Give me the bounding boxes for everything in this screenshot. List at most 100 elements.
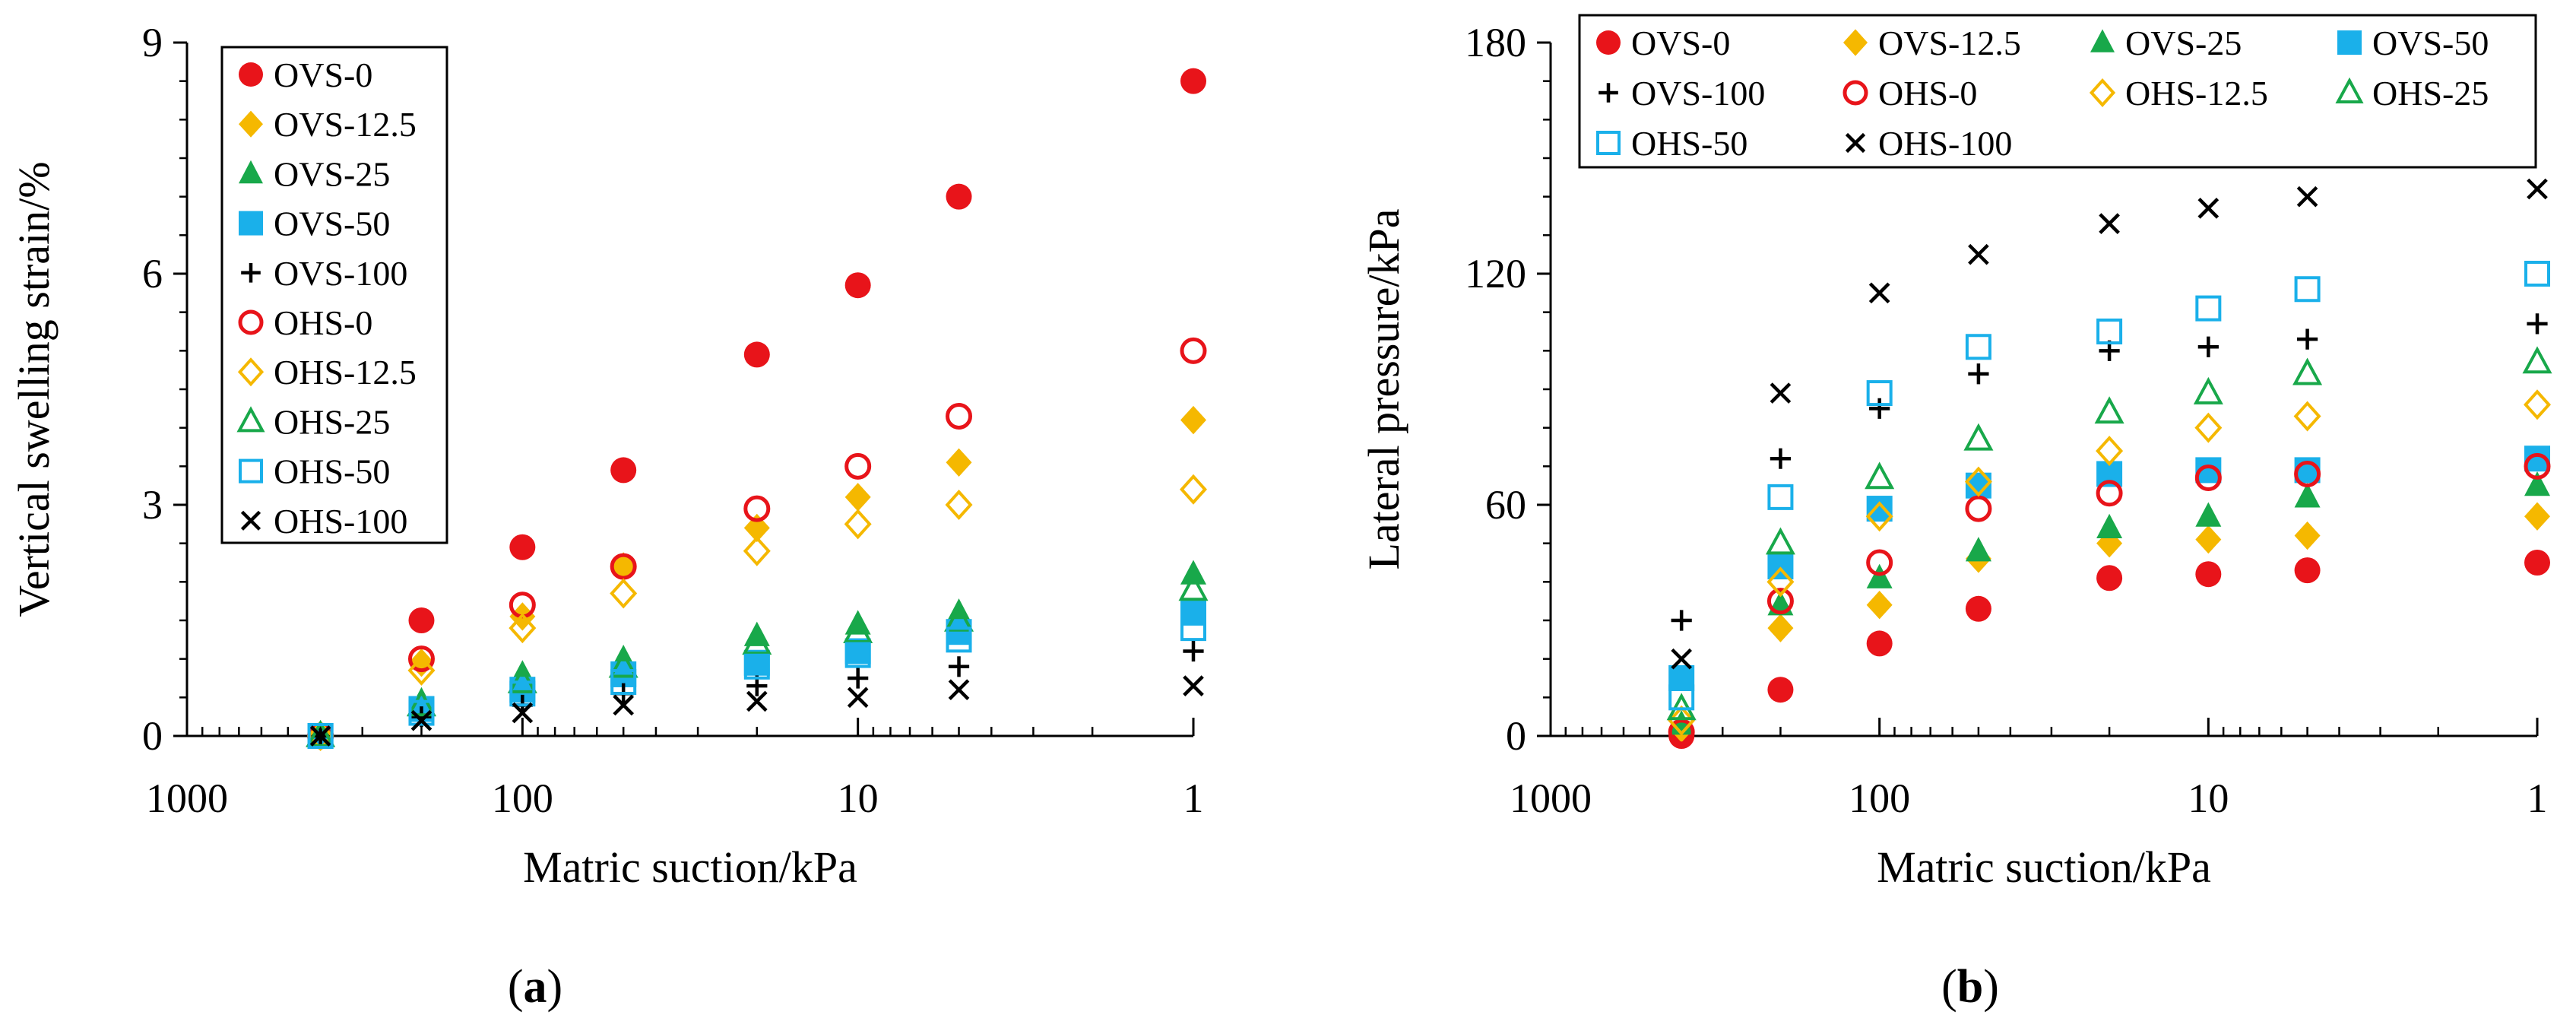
series-OVS-25: [1668, 471, 2550, 735]
data-point: [2096, 565, 2123, 591]
legend-marker: [2089, 78, 2116, 107]
data-point: [1866, 496, 1893, 522]
series-OHS-0: [1668, 452, 2551, 746]
legend-label: OVS-0: [274, 55, 372, 94]
y-tick-label: 0: [142, 713, 163, 759]
data-point: [1965, 334, 1991, 360]
x-tick-label: 10: [838, 775, 879, 821]
data-point: [2195, 561, 2222, 588]
data-point: [742, 627, 772, 655]
data-point: [1180, 337, 1207, 364]
series-OVS-100: [1671, 313, 2548, 631]
data-point: [1180, 615, 1206, 642]
legend-entry: OHS-100: [240, 502, 407, 541]
data-point: [1180, 68, 1206, 94]
data-point: [1965, 495, 1992, 522]
data-point: [2527, 313, 2548, 335]
legend-entry: OVS-100: [1599, 74, 1765, 113]
data-point: [844, 452, 872, 480]
legend-marker: [237, 357, 265, 387]
legend-label: OHS-50: [1631, 124, 1747, 163]
legend-marker: [1596, 131, 1621, 155]
data-point: [743, 535, 771, 566]
legend-marker: [1845, 132, 1866, 154]
legend-entry: OHS-25: [236, 402, 390, 441]
legend-label: OVS-0: [1631, 24, 1730, 62]
svg-text:(b): (b): [1941, 961, 1999, 1013]
series-OHS-12.5: [1668, 389, 2551, 736]
data-point: [407, 645, 435, 673]
x-axis-label: Matric suction/kPa: [523, 842, 857, 892]
data-point: [1770, 448, 1792, 469]
data-point: [1865, 501, 1893, 532]
data-point: [1178, 573, 1209, 601]
legend-marker: [2090, 29, 2115, 52]
data-point: [1965, 537, 1991, 562]
legend-label: OVS-100: [274, 254, 407, 293]
data-point: [407, 655, 436, 686]
x-tick-label: 100: [492, 775, 553, 821]
data-point: [945, 490, 973, 520]
legend-label: OVS-12.5: [1878, 24, 2021, 62]
data-point: [746, 690, 768, 712]
legend-marker: [2337, 30, 2362, 55]
legend-label: OHS-100: [274, 502, 407, 541]
data-point: [408, 607, 435, 633]
panel-a: 0 3 6 9 1000 100 10 1 Matric suction/kPa Vertical…: [9, 20, 1209, 892]
caption-a-letter: a: [524, 961, 547, 1013]
data-point: [2194, 465, 2222, 492]
data-point: [1968, 243, 1989, 265]
data-point: [406, 689, 436, 717]
legend-label: OVS-25: [274, 154, 390, 193]
x-tick-label: 10: [2188, 775, 2229, 821]
data-point: [2195, 502, 2222, 527]
data-point: [2296, 328, 2318, 350]
data-point: [2096, 528, 2123, 558]
data-point: [1668, 718, 1695, 746]
x-tick-label: 1000: [146, 775, 228, 821]
data-point: [1765, 527, 1795, 555]
legend-marker: [1842, 80, 1868, 106]
x-tick-label: 1: [2527, 775, 2548, 821]
data-point: [1183, 675, 1204, 696]
legend-marker: [239, 160, 263, 184]
data-point: [1869, 398, 1890, 419]
legend-label: OVS-12.5: [274, 105, 417, 144]
data-point: [509, 613, 537, 644]
data-point: [1668, 705, 1696, 736]
y-tick-label: 180: [1465, 20, 1526, 65]
data-point: [2099, 213, 2120, 234]
data-point: [307, 723, 334, 749]
legend-marker: [1599, 83, 1618, 103]
legend-label: OHS-50: [274, 452, 390, 491]
data-point: [848, 668, 869, 689]
data-point: [743, 621, 770, 646]
data-point: [1964, 466, 1992, 497]
data-point: [2524, 452, 2551, 480]
data-point: [948, 656, 970, 677]
data-point: [946, 626, 972, 653]
data-point: [1183, 640, 1204, 662]
legend-entry: OHS-25: [2335, 74, 2489, 113]
legend-label: OHS-12.5: [2125, 74, 2268, 113]
data-point: [946, 183, 972, 210]
data-point: [1866, 563, 1893, 588]
data-point: [2296, 186, 2318, 208]
data-point: [1766, 566, 1795, 598]
legend-marker: [236, 406, 265, 433]
data-point: [410, 709, 433, 731]
y-tick-label: 3: [142, 482, 163, 528]
data-point: [306, 719, 336, 747]
data-point: [1963, 423, 1994, 451]
legend-entry: OHS-12.5: [237, 353, 417, 392]
data-point: [2094, 396, 2124, 424]
legend-marker: [1843, 29, 1868, 56]
y-tick-label: 120: [1465, 251, 1526, 297]
legend-entry: OHS-12.5: [2089, 74, 2268, 113]
legend-entry: OVS-50: [239, 205, 390, 243]
data-point: [847, 687, 869, 709]
data-point: [509, 680, 536, 707]
data-point: [608, 650, 638, 678]
legend-entry: OVS-25: [239, 154, 390, 193]
data-point: [2524, 389, 2551, 420]
